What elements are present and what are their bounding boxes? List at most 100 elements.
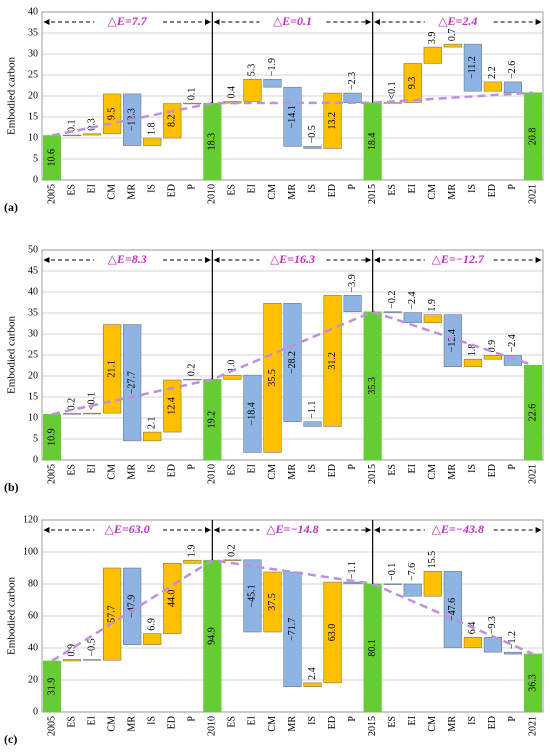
x-tick-label: IS bbox=[467, 716, 478, 725]
bar bbox=[263, 303, 282, 453]
value-label: −47.9 bbox=[126, 595, 137, 618]
value-label: 35.3 bbox=[367, 377, 378, 395]
x-tick-label: 2021 bbox=[527, 184, 538, 204]
x-tick-label: ES bbox=[66, 184, 77, 196]
y-tick-label: 25 bbox=[28, 69, 38, 80]
delta-label-bg bbox=[94, 15, 161, 29]
x-tick-label: MR bbox=[126, 716, 137, 732]
x-tick-label: IS bbox=[467, 184, 478, 193]
bar bbox=[463, 358, 482, 368]
value-label: 63.0 bbox=[327, 624, 338, 642]
bar bbox=[183, 102, 202, 105]
value-label: 31.2 bbox=[327, 352, 338, 370]
panel-label: (a) bbox=[4, 200, 18, 214]
delta-label-bg bbox=[259, 15, 326, 29]
y-tick-label: 45 bbox=[28, 265, 38, 276]
bar bbox=[243, 559, 262, 633]
bar bbox=[163, 562, 182, 634]
y-tick-label: 120 bbox=[23, 514, 38, 525]
value-label: 94.9 bbox=[207, 627, 218, 645]
value-label: 0.1 bbox=[187, 88, 198, 101]
bar bbox=[223, 559, 242, 561]
x-tick-label: P bbox=[347, 716, 358, 722]
x-tick-label: ES bbox=[66, 716, 77, 728]
value-label: −28.2 bbox=[287, 351, 298, 374]
bar bbox=[503, 355, 523, 366]
delta-label-bg bbox=[259, 523, 326, 537]
x-tick-label: IS bbox=[307, 716, 318, 725]
x-tick-label: ES bbox=[387, 716, 398, 728]
bar bbox=[403, 312, 422, 323]
value-label: −0.5 bbox=[307, 125, 318, 143]
value-label: 19.2 bbox=[207, 411, 218, 429]
x-tick-label: IS bbox=[307, 184, 318, 193]
bar bbox=[62, 413, 82, 415]
y-tick-label: 0 bbox=[33, 174, 38, 185]
bar bbox=[283, 571, 302, 687]
value-label: 44.0 bbox=[167, 590, 178, 608]
x-tick-label: P bbox=[507, 716, 518, 722]
x-tick-label: MR bbox=[287, 464, 298, 480]
x-tick-label: P bbox=[347, 464, 358, 470]
x-tick-label: 2005 bbox=[46, 716, 57, 736]
bar bbox=[443, 571, 462, 648]
value-label: 1.8 bbox=[147, 123, 158, 136]
value-label: −11.2 bbox=[467, 56, 478, 79]
value-label: 0.2 bbox=[66, 398, 77, 411]
bar bbox=[83, 133, 102, 136]
bar bbox=[463, 637, 482, 648]
x-tick-label: EI bbox=[407, 716, 418, 725]
delta-label-bg bbox=[94, 523, 161, 537]
x-tick-label: 2015 bbox=[367, 464, 378, 484]
bar bbox=[183, 378, 202, 381]
bar bbox=[223, 374, 242, 380]
y-tick-label: 15 bbox=[28, 391, 38, 402]
value-label: −0.1 bbox=[387, 563, 398, 581]
x-tick-label: 2010 bbox=[207, 464, 218, 484]
value-label: 15.5 bbox=[427, 551, 438, 569]
value-label: −2.4 bbox=[407, 291, 418, 309]
bar bbox=[263, 78, 282, 88]
value-label: 0.4 bbox=[227, 86, 238, 99]
bar bbox=[123, 324, 142, 442]
value-label: −3.9 bbox=[347, 274, 358, 292]
x-tick-label: ED bbox=[327, 716, 338, 729]
value-label: 1.9 bbox=[427, 299, 438, 312]
value-label: 1.9 bbox=[187, 545, 198, 558]
value-label: 0.2 bbox=[227, 544, 238, 557]
x-tick-label: MR bbox=[287, 716, 298, 732]
bar bbox=[423, 314, 442, 323]
value-label: <0.1 bbox=[86, 392, 97, 410]
x-tick-label: 2005 bbox=[46, 464, 57, 484]
bar bbox=[83, 412, 102, 415]
y-tick-label: 0 bbox=[33, 706, 38, 717]
value-label: 0.3 bbox=[86, 118, 97, 131]
x-tick-label: EI bbox=[86, 184, 97, 193]
delta-label: △E=−43.8 bbox=[432, 522, 484, 536]
bar bbox=[303, 146, 322, 149]
bar bbox=[343, 295, 362, 312]
y-tick-label: 60 bbox=[28, 610, 38, 621]
value-label: 35.5 bbox=[267, 369, 278, 387]
x-tick-label: P bbox=[347, 184, 358, 190]
delta-label: △E=−14.8 bbox=[266, 522, 318, 536]
bar bbox=[383, 311, 402, 313]
value-label: 6.9 bbox=[147, 618, 158, 631]
value-label: 0.7 bbox=[447, 29, 458, 42]
x-tick-label: EI bbox=[247, 716, 258, 725]
x-tick-label: 2021 bbox=[527, 716, 538, 736]
bar bbox=[143, 137, 162, 146]
y-tick-label: 35 bbox=[28, 27, 38, 38]
bar bbox=[103, 567, 122, 661]
trend-line bbox=[51, 310, 534, 416]
value-label: −2.6 bbox=[507, 61, 518, 79]
bar bbox=[243, 374, 262, 453]
x-tick-label: CM bbox=[106, 716, 117, 732]
x-tick-label: EI bbox=[247, 184, 258, 193]
y-tick-label: 80 bbox=[28, 578, 38, 589]
y-tick-label: 40 bbox=[28, 642, 38, 653]
x-tick-label: EI bbox=[247, 464, 258, 473]
x-tick-label: CM bbox=[427, 464, 438, 480]
x-tick-label: 2010 bbox=[207, 184, 218, 204]
value-label: 3.9 bbox=[427, 32, 438, 45]
